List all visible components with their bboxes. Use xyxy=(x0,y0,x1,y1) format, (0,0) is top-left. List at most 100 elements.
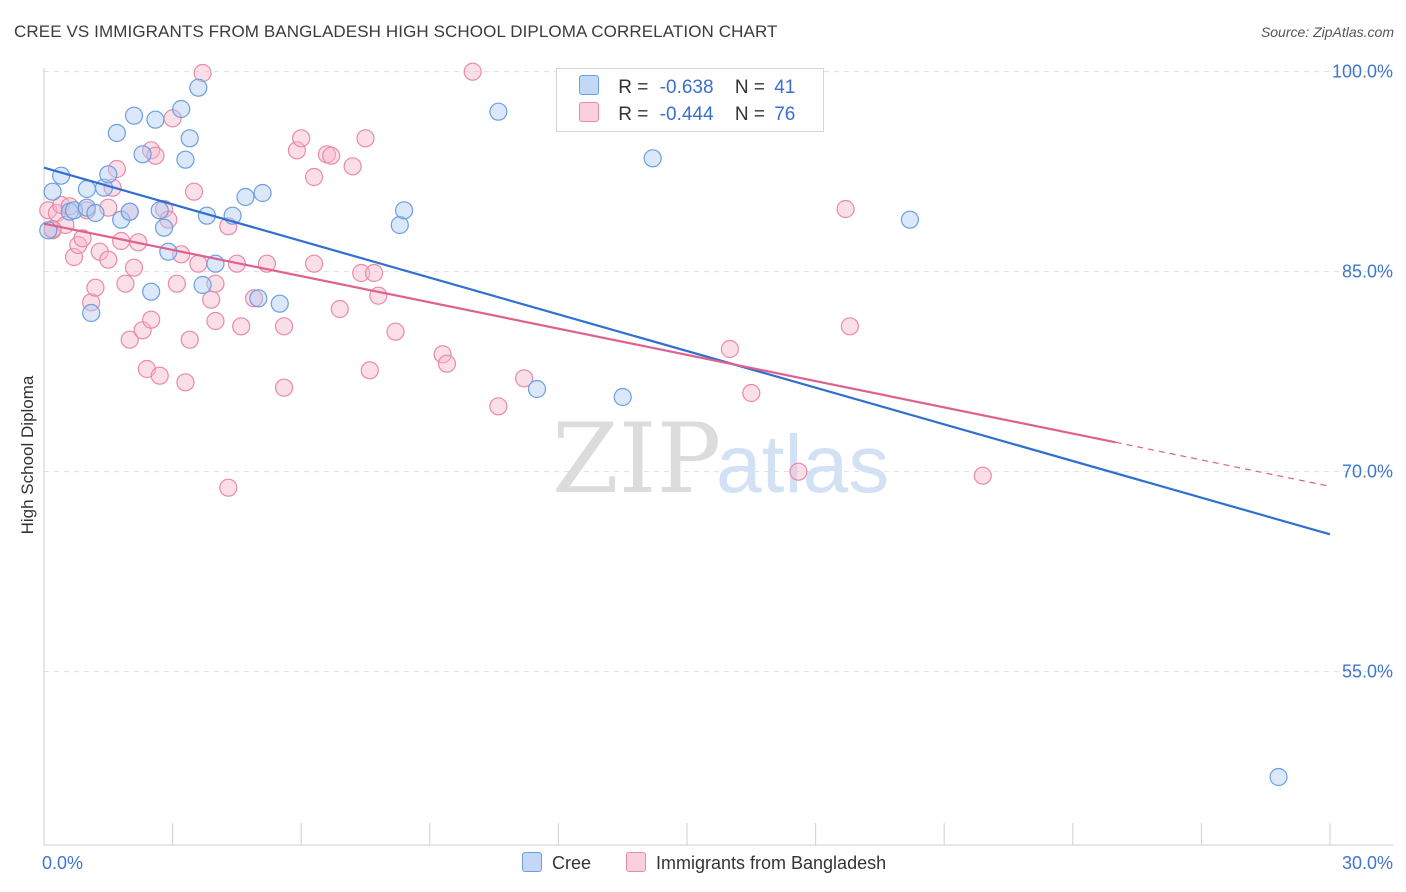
cree-point xyxy=(43,182,62,201)
legend-row-cree: R = -0.638 N = 41 xyxy=(579,75,795,101)
x-tick-label: 0.0% xyxy=(42,853,83,873)
bangladesh-point xyxy=(184,182,204,201)
bangladesh-point xyxy=(356,129,375,148)
y-tick-label: 100.0% xyxy=(1332,62,1393,82)
cree-point xyxy=(1269,767,1288,787)
bangladesh-point xyxy=(352,263,371,283)
bangladesh-trend-line xyxy=(43,222,1116,444)
cree-trend-line xyxy=(43,166,1331,536)
cree-n-label: N = xyxy=(734,77,765,98)
cree-swatch xyxy=(579,75,599,95)
cree-r-label: R = xyxy=(618,77,649,98)
source-note: Source: ZipAtlas.com xyxy=(1260,24,1394,40)
cree-points xyxy=(39,78,1288,787)
cree-point xyxy=(176,150,195,169)
bangladesh-point xyxy=(150,366,169,385)
cree-point xyxy=(180,129,199,148)
cree-point xyxy=(489,102,508,121)
cree-point xyxy=(99,165,118,184)
bangladesh-point xyxy=(287,141,307,160)
bottom-legend-cree: Cree xyxy=(522,852,591,874)
cree-point xyxy=(613,387,632,407)
bangladesh-point xyxy=(973,466,992,485)
trend-lines xyxy=(43,166,1331,536)
bangladesh-point xyxy=(176,373,195,392)
bangladesh-point xyxy=(840,317,859,336)
cree-point xyxy=(82,303,101,323)
cree-point xyxy=(253,183,272,203)
watermark: ZIP atlas xyxy=(552,403,889,515)
cree-point xyxy=(146,110,165,129)
bangladesh-swatch xyxy=(579,102,599,122)
bangladesh-trend-extension xyxy=(1115,441,1331,487)
cree-n-value: 41 xyxy=(774,77,796,98)
bangladesh-point xyxy=(742,383,761,403)
bangladesh-point xyxy=(463,62,482,81)
tick-labels: 100.0% 85.0% 70.0% 55.0% 0.0% 30.0% xyxy=(42,62,1393,873)
cree-point xyxy=(77,198,96,217)
bottom-legend-bangladesh: Immigrants from Bangladesh xyxy=(626,852,886,874)
correlation-legend: R = -0.638 N = 41 R = -0.444 N = 76 xyxy=(556,68,824,132)
bangladesh-point xyxy=(292,129,311,148)
bangladesh-point xyxy=(343,157,362,176)
bangladesh-n-value: 76 xyxy=(774,104,796,125)
cree-point xyxy=(142,282,161,301)
y-tick-label: 55.0% xyxy=(1342,662,1393,682)
cree-point xyxy=(236,187,255,207)
y-tick-label: 85.0% xyxy=(1342,262,1393,282)
cree-point xyxy=(77,179,96,199)
x-tick-label: 30.0% xyxy=(1342,853,1393,873)
bangladesh-point xyxy=(107,159,126,179)
bangladesh-point xyxy=(836,199,855,219)
bottom-cree-swatch xyxy=(522,852,542,872)
bangladesh-point xyxy=(219,478,238,497)
bangladesh-point xyxy=(330,299,349,319)
cree-point xyxy=(124,106,144,125)
cree-point xyxy=(154,218,174,237)
bangladesh-point xyxy=(116,274,135,293)
chart-title: CREE VS IMMIGRANTS FROM BANGLADESH HIGH … xyxy=(14,22,778,41)
bangladesh-point xyxy=(244,289,264,308)
watermark-zip: ZIP xyxy=(552,403,721,515)
cree-point xyxy=(120,202,139,221)
bangladesh-point xyxy=(180,330,199,349)
cree-point xyxy=(527,379,547,399)
bangladesh-point xyxy=(720,339,739,359)
cree-point xyxy=(193,275,212,295)
bangladesh-r-label: R = xyxy=(618,104,649,125)
bangladesh-point xyxy=(274,317,294,336)
cree-point xyxy=(390,215,409,235)
cree-point xyxy=(107,123,126,143)
cree-point xyxy=(270,294,289,313)
y-axis-label: High School Diploma xyxy=(18,375,37,534)
bangladesh-point xyxy=(515,369,534,388)
cree-point xyxy=(189,78,208,97)
grid-layer xyxy=(44,71,1393,673)
bottom-bangladesh-label: Immigrants from Bangladesh xyxy=(656,853,887,873)
bangladesh-n-label: N = xyxy=(734,104,765,125)
cree-point xyxy=(900,210,920,229)
y-tick-label: 70.0% xyxy=(1342,462,1393,482)
bangladesh-point xyxy=(167,274,186,293)
bangladesh-point xyxy=(274,378,294,397)
bangladesh-point xyxy=(489,397,508,416)
bangladesh-point xyxy=(73,229,92,248)
bangladesh-point xyxy=(142,310,161,329)
bangladesh-point xyxy=(99,250,118,269)
cree-point xyxy=(394,201,414,220)
legend-row-bangladesh: R = -0.444 N = 76 xyxy=(579,102,795,128)
cree-point xyxy=(249,289,268,308)
bangladesh-r-value: -0.444 xyxy=(659,104,714,125)
bangladesh-point xyxy=(82,293,101,312)
bangladesh-point xyxy=(360,361,379,380)
bangladesh-point xyxy=(232,317,251,336)
cree-point xyxy=(172,99,191,119)
axis-layer xyxy=(43,68,1393,846)
bangladesh-point xyxy=(202,290,221,309)
bangladesh-point xyxy=(206,311,225,331)
cree-r-value: -0.638 xyxy=(659,77,714,98)
bangladesh-point xyxy=(322,146,341,165)
bangladesh-point xyxy=(433,345,452,364)
bangladesh-point xyxy=(189,254,208,273)
